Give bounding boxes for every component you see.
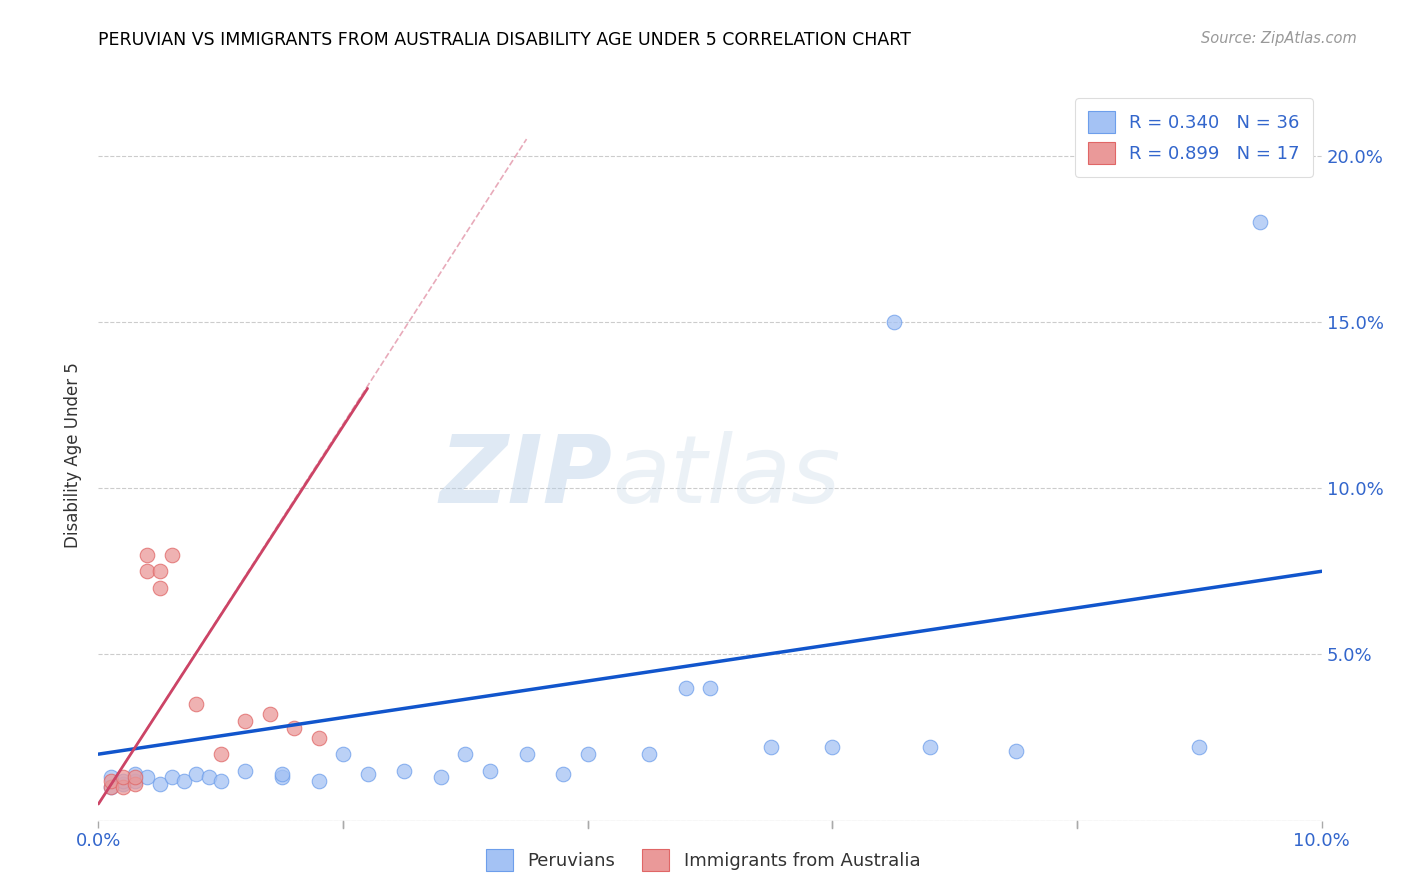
Point xyxy=(553,767,575,781)
Point xyxy=(516,747,538,761)
Point xyxy=(1004,744,1026,758)
Point xyxy=(332,747,354,761)
Point xyxy=(100,771,122,785)
Point xyxy=(759,740,782,755)
Point xyxy=(149,777,172,791)
Point xyxy=(308,773,330,788)
Point xyxy=(699,681,721,695)
Point xyxy=(136,564,159,578)
Point xyxy=(149,581,172,595)
Point xyxy=(233,714,256,728)
Point xyxy=(149,564,172,578)
Point xyxy=(209,773,232,788)
Point xyxy=(111,777,134,791)
Legend: R = 0.340   N = 36, R = 0.899   N = 17: R = 0.340 N = 36, R = 0.899 N = 17 xyxy=(1076,98,1313,177)
Text: atlas: atlas xyxy=(612,432,841,523)
Point xyxy=(186,767,208,781)
Point xyxy=(111,773,134,788)
Point xyxy=(821,740,844,755)
Point xyxy=(160,771,183,785)
Point xyxy=(160,548,183,562)
Point xyxy=(883,315,905,329)
Legend: Peruvians, Immigrants from Australia: Peruvians, Immigrants from Australia xyxy=(478,842,928,879)
Point xyxy=(920,740,942,755)
Point xyxy=(186,698,208,712)
Point xyxy=(124,773,146,788)
Point xyxy=(675,681,697,695)
Point xyxy=(173,773,195,788)
Point xyxy=(392,764,416,778)
Point xyxy=(270,767,292,781)
Point xyxy=(637,747,661,761)
Point xyxy=(124,777,146,791)
Point xyxy=(197,771,219,785)
Y-axis label: Disability Age Under 5: Disability Age Under 5 xyxy=(65,362,83,548)
Point xyxy=(259,707,281,722)
Point xyxy=(136,771,159,785)
Point xyxy=(454,747,477,761)
Point xyxy=(100,780,122,795)
Point xyxy=(478,764,501,778)
Point xyxy=(111,771,134,785)
Point xyxy=(283,721,305,735)
Text: Source: ZipAtlas.com: Source: ZipAtlas.com xyxy=(1201,31,1357,46)
Point xyxy=(576,747,599,761)
Point xyxy=(270,771,292,785)
Point xyxy=(209,747,232,761)
Point xyxy=(111,780,134,795)
Text: ZIP: ZIP xyxy=(439,431,612,523)
Point xyxy=(136,548,159,562)
Point xyxy=(124,767,146,781)
Point xyxy=(430,771,453,785)
Point xyxy=(1249,215,1271,229)
Point xyxy=(1188,740,1211,755)
Point xyxy=(100,780,122,795)
Point xyxy=(356,767,378,781)
Point xyxy=(308,731,330,745)
Point xyxy=(233,764,256,778)
Point xyxy=(124,771,146,785)
Text: PERUVIAN VS IMMIGRANTS FROM AUSTRALIA DISABILITY AGE UNDER 5 CORRELATION CHART: PERUVIAN VS IMMIGRANTS FROM AUSTRALIA DI… xyxy=(98,31,911,49)
Point xyxy=(100,773,122,788)
